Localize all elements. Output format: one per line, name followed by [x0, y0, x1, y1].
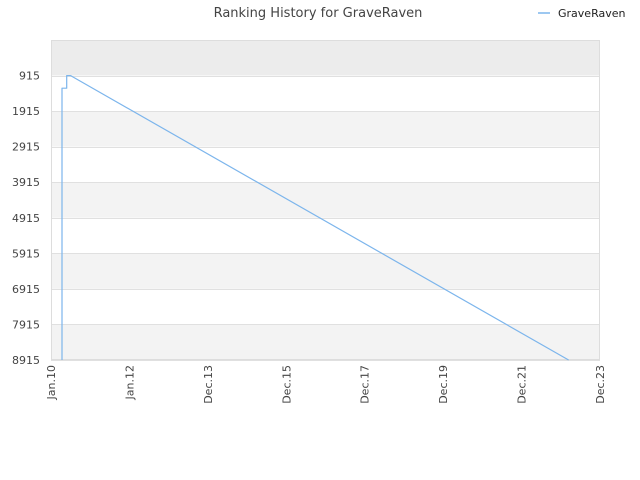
plot-band: [51, 146, 600, 183]
y-tick-label: 3915: [12, 176, 40, 189]
series-line-graveraven: [61, 75, 569, 361]
y-tick-label: 6915: [12, 283, 40, 296]
y-tick-label: 5915: [12, 247, 40, 260]
legend[interactable]: GraveRaven: [538, 7, 625, 20]
y-tick-label: 1915: [12, 105, 40, 118]
plot-band: [51, 217, 600, 254]
x-axis: Jan.10 Jan.12 Dec.13 Dec.15 Dec.17 Dec.19 Dec.…: [45, 365, 607, 404]
y-axis: 915 1915 2915 3915 4915 5915 6915 7915 8915: [12, 70, 40, 367]
chart-title: Ranking History for GraveRaven: [214, 6, 423, 21]
series-layer: [61, 75, 569, 361]
plot-border: [51, 40, 600, 360]
x-tick-label: Jan.10: [45, 365, 58, 400]
y-tick-label: 2915: [12, 141, 40, 154]
x-tick-label: Jan.12: [123, 365, 136, 400]
plot-band: [51, 324, 600, 360]
plot-band: [51, 182, 600, 218]
x-tick-label: Dec.13: [202, 365, 215, 404]
x-tick-label: Dec.19: [437, 365, 450, 404]
y-tick-label: 8915: [12, 354, 40, 367]
y-tick-label: 915: [19, 70, 40, 83]
x-tick-label: Dec.15: [280, 365, 293, 404]
plot-band: [51, 40, 600, 76]
x-tick-label: Dec.21: [516, 365, 529, 404]
grid-lines: [51, 76, 600, 361]
plot-band: [51, 253, 600, 289]
x-tick-label: Dec.17: [359, 365, 372, 404]
plot-band: [51, 288, 600, 325]
legend-label-graveraven[interactable]: GraveRaven: [558, 7, 625, 20]
y-tick-label: 4915: [12, 212, 40, 225]
x-tick-label: Dec.23: [594, 365, 607, 404]
plot-band: [51, 111, 600, 147]
y-tick-label: 7915: [12, 318, 40, 331]
plot-band: [51, 75, 600, 112]
plot-bands: [51, 40, 600, 360]
